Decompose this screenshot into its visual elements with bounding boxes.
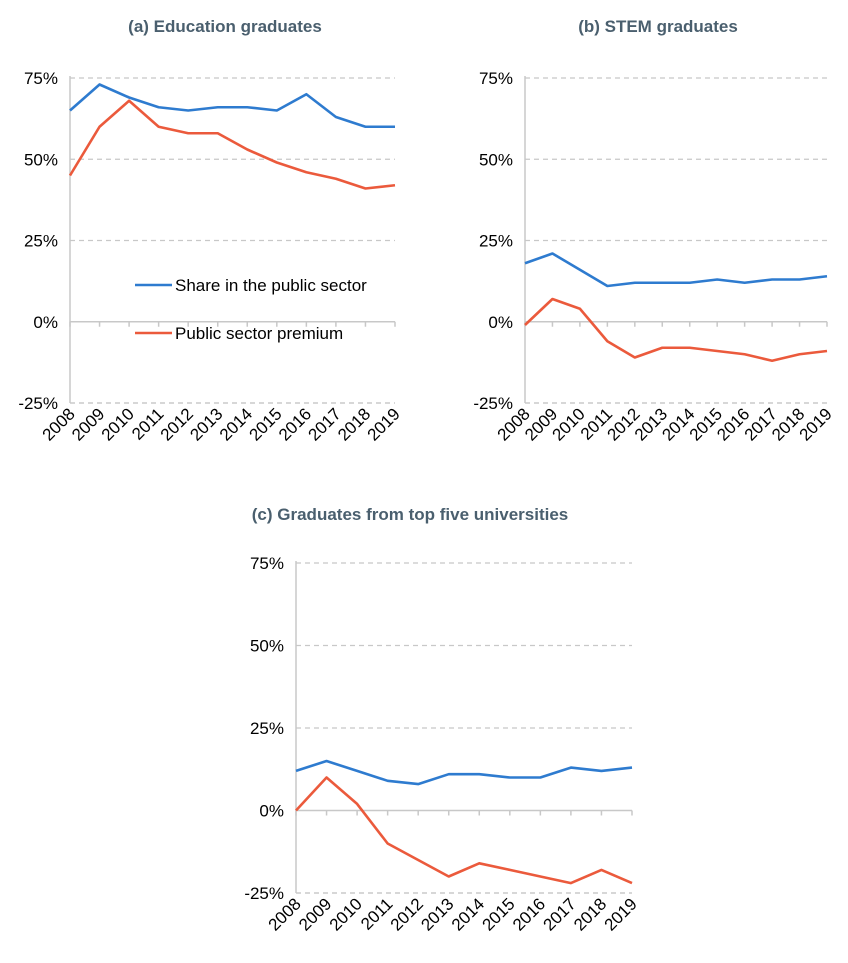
x-tick-label: 2009 (68, 404, 108, 444)
x-tick-label: 2011 (128, 404, 167, 443)
y-tick-label: -25% (244, 884, 284, 903)
chart-title: (c) Graduates from top five universities (252, 505, 568, 524)
y-tick-label: 0% (259, 802, 284, 821)
x-tick-label: 2012 (387, 894, 427, 934)
x-tick-label: 2018 (570, 894, 610, 934)
x-tick-label: 2017 (540, 894, 580, 934)
y-tick-label: 50% (24, 150, 58, 169)
y-tick-label: 0% (33, 313, 58, 332)
series-line-public-sector-premium (68, 99, 396, 190)
y-tick-label: 75% (479, 69, 513, 88)
y-tick-label: 25% (24, 232, 58, 251)
x-tick-label: 2011 (357, 894, 396, 933)
x-tick-label: 2013 (186, 404, 226, 444)
x-tick-label: 2019 (364, 404, 404, 444)
legend-label: Share in the public sector (175, 276, 367, 295)
series-line-share-public-sector (69, 83, 395, 129)
x-tick-label: 2014 (448, 894, 488, 934)
y-tick-label: 75% (250, 554, 284, 573)
series-line-public-sector-premium (295, 776, 633, 885)
x-tick-label: 2013 (417, 894, 457, 934)
x-tick-label: 2019 (601, 894, 641, 934)
y-tick-label: 0% (488, 313, 513, 332)
legend-label: Public sector premium (175, 324, 343, 343)
y-tick-label: -25% (18, 394, 58, 413)
y-tick-label: 50% (479, 150, 513, 169)
x-tick-label: 2015 (478, 894, 518, 934)
y-tick-label: 50% (250, 637, 284, 656)
x-tick-label: 2009 (295, 894, 335, 934)
x-tick-label: 2016 (509, 894, 549, 934)
series-line-public-sector-premium (524, 297, 828, 363)
chart-b: (b) STEM graduates-25%0%25%50%75%2008200… (473, 17, 836, 445)
chart-title: (b) STEM graduates (578, 17, 738, 36)
x-tick-label: 2017 (305, 404, 345, 444)
x-tick-label: 2012 (157, 404, 197, 444)
y-tick-label: 75% (24, 69, 58, 88)
x-tick-label: 2010 (326, 894, 366, 934)
chart-a: (a) Education graduates -25% 0% 25% 50% 75% 20… (18, 17, 404, 445)
x-tick-label: 2016 (275, 404, 315, 444)
chart-title: (a) Education graduates (128, 17, 322, 36)
x-tick-label: 2019 (796, 404, 836, 444)
y-tick-label: 25% (250, 719, 284, 738)
chart-c: (c) Graduates from top five universities… (244, 505, 641, 935)
y-tick-label: 25% (479, 232, 513, 251)
x-tick-label: 2018 (334, 404, 374, 444)
x-tick-label: 2014 (216, 404, 256, 444)
y-tick-label: -25% (473, 394, 513, 413)
series-line-share-public-sector (524, 252, 828, 288)
x-tick-label: 2010 (98, 404, 138, 444)
series-line-share-public-sector (295, 759, 633, 786)
x-tick-label: 2015 (245, 404, 285, 444)
